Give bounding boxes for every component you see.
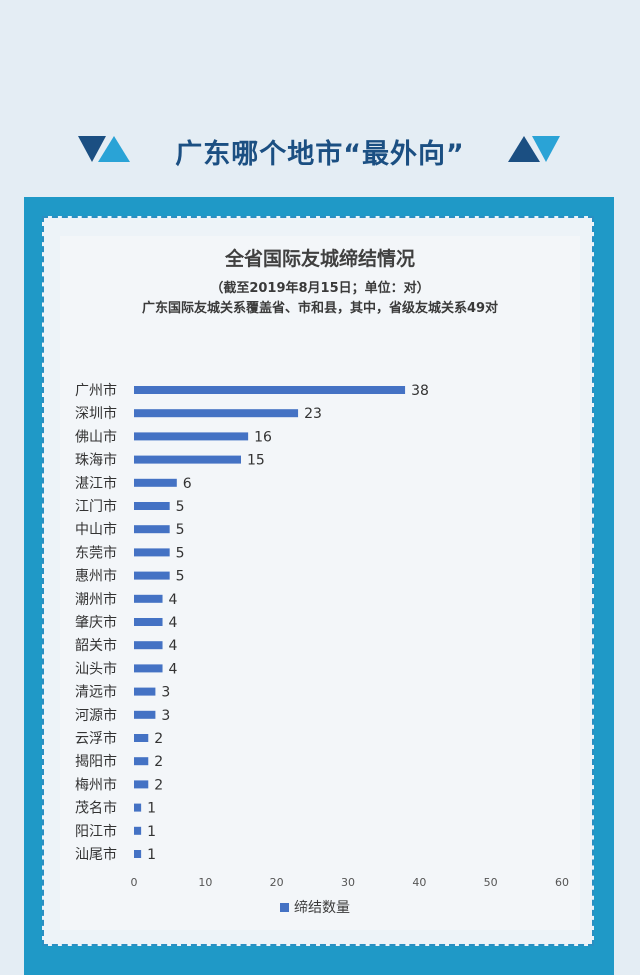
bar bbox=[134, 757, 149, 766]
data-label: 1 bbox=[147, 801, 156, 817]
bar bbox=[134, 594, 163, 603]
bar bbox=[134, 710, 156, 719]
category-label: 珠海市 bbox=[75, 452, 117, 469]
data-label: 5 bbox=[176, 545, 185, 561]
bar bbox=[134, 803, 142, 812]
data-label: 4 bbox=[169, 615, 178, 631]
chart-legend: 缔结数量 bbox=[280, 897, 350, 917]
category-label: 湛江市 bbox=[75, 475, 117, 492]
data-label: 2 bbox=[154, 777, 163, 793]
category-label: 汕尾市 bbox=[75, 846, 117, 863]
category-label: 潮州市 bbox=[75, 591, 117, 608]
bar bbox=[134, 409, 299, 418]
data-label: 23 bbox=[304, 406, 322, 422]
chart-panel bbox=[60, 236, 580, 930]
x-tick-label: 40 bbox=[412, 876, 426, 889]
data-label: 4 bbox=[169, 592, 178, 608]
chart-note: 广东国际友城关系覆盖省、市和县，其中，省级友城关系49对 bbox=[141, 301, 499, 316]
category-label: 阳江市 bbox=[75, 823, 117, 840]
data-label: 2 bbox=[154, 754, 163, 770]
legend-swatch bbox=[280, 902, 289, 912]
bar bbox=[134, 548, 170, 557]
category-label: 深圳市 bbox=[75, 405, 117, 422]
triangle-decoration-icon bbox=[78, 136, 130, 162]
data-label: 38 bbox=[411, 383, 429, 399]
data-label: 3 bbox=[161, 708, 170, 724]
data-label: 2 bbox=[154, 731, 163, 747]
x-tick-label: 30 bbox=[341, 876, 355, 889]
x-tick-label: 10 bbox=[198, 876, 212, 889]
bar bbox=[134, 664, 163, 673]
data-label: 1 bbox=[147, 847, 156, 863]
data-label: 5 bbox=[176, 569, 185, 585]
category-label: 东莞市 bbox=[75, 544, 117, 561]
data-label: 1 bbox=[147, 824, 156, 840]
category-label: 广州市 bbox=[75, 382, 117, 399]
category-label: 茂名市 bbox=[75, 800, 117, 817]
bar bbox=[134, 432, 249, 441]
data-label: 3 bbox=[161, 685, 170, 701]
data-label: 16 bbox=[254, 429, 272, 445]
x-tick-label: 0 bbox=[131, 876, 138, 889]
data-label: 5 bbox=[176, 522, 185, 538]
chart-subtitle: （截至2019年8月15日；单位：对） bbox=[210, 281, 430, 296]
category-label: 清远市 bbox=[75, 684, 117, 701]
chart-title: 全省国际友城缔结情况 bbox=[224, 248, 415, 270]
bar bbox=[134, 571, 170, 580]
bar bbox=[134, 687, 156, 696]
data-label: 4 bbox=[169, 638, 178, 654]
category-label: 肇庆市 bbox=[75, 614, 117, 631]
category-label: 佛山市 bbox=[75, 428, 117, 445]
bar bbox=[134, 641, 163, 650]
category-label: 江门市 bbox=[75, 498, 117, 515]
x-tick-label: 50 bbox=[484, 876, 498, 889]
triangle-decoration-icon bbox=[508, 136, 560, 162]
bar bbox=[134, 780, 149, 789]
bar bbox=[134, 850, 142, 858]
category-label: 云浮市 bbox=[75, 730, 117, 747]
page-title: 广东哪个地市“最外向” bbox=[175, 139, 465, 170]
data-label: 6 bbox=[183, 476, 192, 492]
x-tick-label: 60 bbox=[555, 876, 569, 889]
x-tick-label: 20 bbox=[270, 876, 284, 889]
category-label: 河源市 bbox=[75, 707, 117, 724]
category-label: 梅州市 bbox=[75, 776, 117, 793]
category-label: 韶关市 bbox=[75, 637, 117, 654]
bar bbox=[134, 502, 170, 510]
bar bbox=[134, 826, 142, 835]
bar bbox=[134, 618, 163, 626]
data-label: 15 bbox=[247, 453, 265, 469]
bar bbox=[134, 386, 406, 394]
bar bbox=[134, 478, 177, 487]
bar bbox=[134, 455, 241, 464]
data-label: 4 bbox=[169, 661, 178, 677]
legend-label: 缔结数量 bbox=[294, 900, 350, 916]
page-header: 广东哪个地市“最外向” bbox=[0, 118, 640, 188]
category-label: 汕头市 bbox=[75, 660, 117, 677]
category-label: 中山市 bbox=[75, 521, 117, 538]
bar bbox=[134, 734, 149, 742]
bar bbox=[134, 525, 170, 534]
category-label: 惠州市 bbox=[75, 568, 117, 585]
category-label: 揭阳市 bbox=[75, 753, 117, 770]
data-label: 5 bbox=[176, 499, 185, 515]
